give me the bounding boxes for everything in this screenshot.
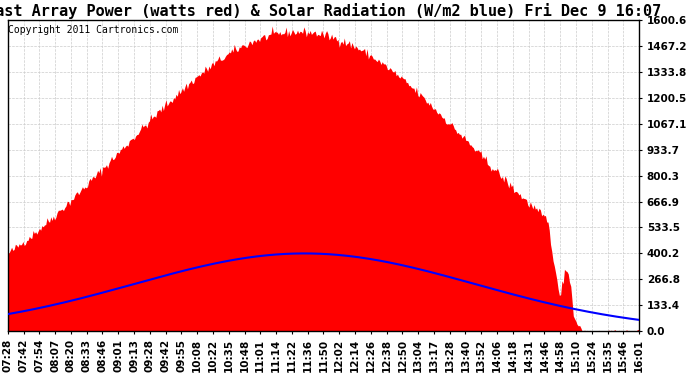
Text: Copyright 2011 Cartronics.com: Copyright 2011 Cartronics.com — [8, 25, 179, 34]
Title: East Array Power (watts red) & Solar Radiation (W/m2 blue) Fri Dec 9 16:07: East Array Power (watts red) & Solar Rad… — [0, 3, 661, 19]
